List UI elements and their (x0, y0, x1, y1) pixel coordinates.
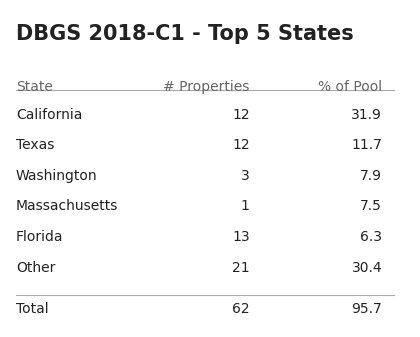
Text: Washington: Washington (16, 169, 97, 183)
Text: Massachusetts: Massachusetts (16, 200, 118, 213)
Text: Florida: Florida (16, 230, 63, 244)
Text: # Properties: # Properties (163, 80, 249, 94)
Text: Texas: Texas (16, 138, 54, 152)
Text: 62: 62 (232, 302, 249, 316)
Text: 30.4: 30.4 (352, 261, 382, 275)
Text: 1: 1 (241, 200, 249, 213)
Text: 6.3: 6.3 (360, 230, 382, 244)
Text: 11.7: 11.7 (351, 138, 382, 152)
Text: Other: Other (16, 261, 55, 275)
Text: California: California (16, 108, 82, 122)
Text: 7.5: 7.5 (360, 200, 382, 213)
Text: State: State (16, 80, 53, 94)
Text: 21: 21 (232, 261, 249, 275)
Text: 31.9: 31.9 (351, 108, 382, 122)
Text: 3: 3 (241, 169, 249, 183)
Text: 12: 12 (232, 138, 249, 152)
Text: 12: 12 (232, 108, 249, 122)
Text: 13: 13 (232, 230, 249, 244)
Text: % of Pool: % of Pool (318, 80, 382, 94)
Text: 95.7: 95.7 (352, 302, 382, 316)
Text: DBGS 2018-C1 - Top 5 States: DBGS 2018-C1 - Top 5 States (16, 24, 354, 44)
Text: Total: Total (16, 302, 48, 316)
Text: 7.9: 7.9 (360, 169, 382, 183)
